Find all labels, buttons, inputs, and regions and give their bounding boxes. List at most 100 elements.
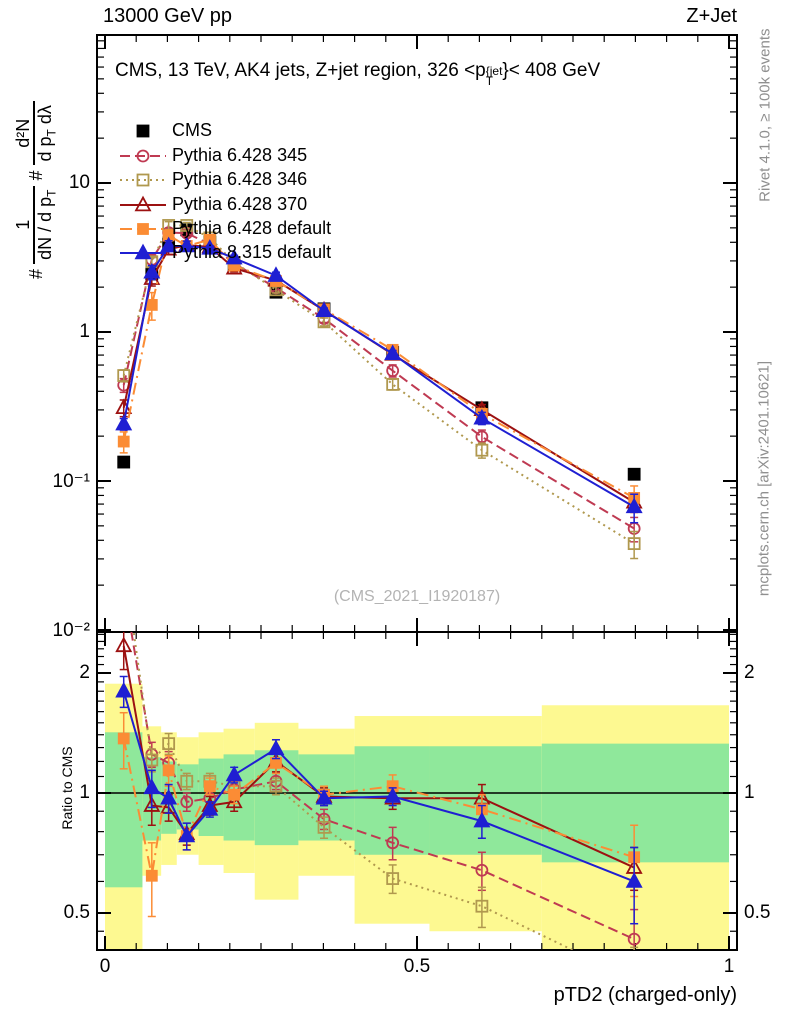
p6_def-marker	[270, 756, 282, 769]
p6_345-marker	[627, 932, 641, 946]
main-y-tick-label: 10	[68, 172, 90, 193]
p6_346-marker	[475, 899, 489, 913]
rivet-version-caption: Rivet 4.1.0, ≥ 100k events	[756, 28, 774, 202]
ylabel-hash-1: #	[26, 268, 47, 279]
p8_def-marker	[384, 344, 402, 360]
cms-marker	[627, 467, 641, 481]
p8_def-marker	[115, 681, 133, 698]
ratio-y-tick-label-left: 1	[79, 782, 90, 803]
p6_370-marker	[134, 195, 152, 212]
p8_def-marker	[315, 301, 333, 317]
ratio-y-tick-label-right: 2	[744, 662, 755, 683]
p6_370-marker	[143, 796, 161, 812]
pt-jet-superscript-stack: {jet T	[485, 64, 503, 88]
p8_def-marker	[143, 778, 161, 795]
p6_345-marker	[386, 836, 400, 850]
legend-samples	[120, 124, 166, 260]
p8_def-line-main	[122, 244, 635, 508]
p8_def-marker	[160, 788, 178, 805]
beam-energy-label: 13000 GeV pp	[103, 5, 232, 27]
main-y-tick-label: 10⁻²	[52, 620, 91, 641]
ylabel-frac2-den-sub: T	[44, 129, 59, 137]
p6_346-marker	[627, 537, 641, 551]
p6_345-marker	[475, 863, 489, 877]
p8_def-marker	[115, 414, 133, 431]
legend-label-pythia-346: Pythia 6.428 346	[172, 169, 308, 189]
p6_346-marker	[145, 753, 159, 767]
series-p6_def-main	[117, 229, 641, 514]
p8_def-marker	[201, 800, 219, 816]
ylabel-frac2-den-text: d p	[35, 136, 55, 162]
p6_346-marker	[118, 556, 129, 567]
p6_345-marker	[475, 430, 489, 444]
p6_def-marker	[228, 788, 241, 801]
series-p8_def-ratio	[115, 675, 643, 925]
main-y-tick-label: 1	[79, 321, 90, 342]
p6_def-marker	[117, 732, 130, 745]
p6_346-marker	[475, 443, 489, 457]
panel-title-prefix: CMS, 13 TeV, AK4 jets, Z+jet region, 326…	[115, 60, 486, 81]
analysis-id-watermark: (CMS_2021_I1920187)	[333, 588, 501, 605]
p6_def-marker	[162, 764, 175, 777]
legend-label-pythia-370: Pythia 6.428 370	[172, 194, 308, 214]
p8_def-marker	[178, 826, 196, 843]
p6_345-marker	[386, 364, 400, 378]
panel-title-suffix: }< 408 GeV	[502, 60, 601, 81]
x-tick-label: 1	[723, 956, 735, 977]
p6_346-marker	[180, 774, 194, 788]
x-tick-label: 0	[99, 956, 111, 977]
series-p6_370-main	[115, 235, 643, 512]
ylabel-frac2-den: d pT dλ	[35, 101, 62, 165]
p8_def-marker	[625, 872, 643, 888]
main-y-tick-label: 10⁻¹	[52, 471, 91, 492]
ratio-y-tick-label-left: 0.5	[63, 901, 90, 923]
p6_def-marker	[145, 869, 158, 882]
ylabel-fraction-1: 1 dN / d pT	[13, 185, 62, 264]
cms-marker	[136, 124, 150, 138]
p8_def-marker	[225, 248, 243, 265]
pt-jet-sup: {jet	[485, 64, 503, 78]
ylabel-frac1-num: 1	[13, 185, 35, 264]
p6_346-marker	[117, 369, 131, 382]
p8_def-marker	[201, 239, 219, 255]
series-p6_345-main	[117, 226, 641, 543]
uncertainty-bands	[105, 683, 729, 950]
p6_346-marker	[386, 872, 400, 885]
process-label: Z+Jet	[686, 5, 737, 27]
p6_def-marker	[203, 780, 216, 793]
ylabel-frac1-den: dN / d pT	[35, 186, 62, 264]
p6_346-marker	[386, 377, 400, 391]
p6_370-line-main	[122, 244, 635, 504]
p8_def-marker	[225, 765, 243, 782]
ylabel-frac1-den-text: dN / d p	[35, 196, 55, 260]
p8_def-marker	[160, 236, 178, 253]
p6_def-marker	[145, 299, 158, 311]
p6_def-line-main	[122, 233, 635, 499]
p6_346-marker	[317, 820, 331, 834]
p8_def-marker	[267, 739, 285, 756]
pt-jet-sub: T	[485, 74, 494, 88]
ylabel-frac2-num: d²N	[13, 101, 35, 166]
p6_345-marker	[180, 795, 194, 809]
x-tick-label: 0.5	[403, 956, 431, 977]
p8_def-marker	[384, 787, 402, 803]
legend-label-pythia6-default: Pythia 6.428 default	[172, 218, 332, 238]
ratio-y-tick-label-right: 0.5	[744, 901, 771, 923]
ratio-y-tick-label-left: 2	[79, 662, 90, 683]
p8_def-marker	[315, 788, 333, 805]
p6_346-line-main	[122, 224, 635, 545]
p6_345-marker	[118, 581, 129, 592]
legend-label-pythia8-default: Pythia 8.315 default	[172, 242, 332, 262]
ylabel-fraction-2: d²N d pT dλ	[13, 101, 62, 166]
p8_def-marker	[134, 243, 152, 260]
legend-label-pythia-345: Pythia 6.428 345	[172, 145, 308, 165]
p6_346-marker	[180, 219, 194, 232]
panel-title: CMS, 13 TeV, AK4 jets, Z+jet region, 326…	[115, 60, 601, 88]
p8_def-marker	[178, 236, 196, 253]
p6_346-marker	[162, 737, 176, 751]
uncertainty-band-green	[541, 743, 729, 863]
p8_def-marker	[267, 266, 285, 282]
p6_345-marker	[136, 149, 150, 163]
